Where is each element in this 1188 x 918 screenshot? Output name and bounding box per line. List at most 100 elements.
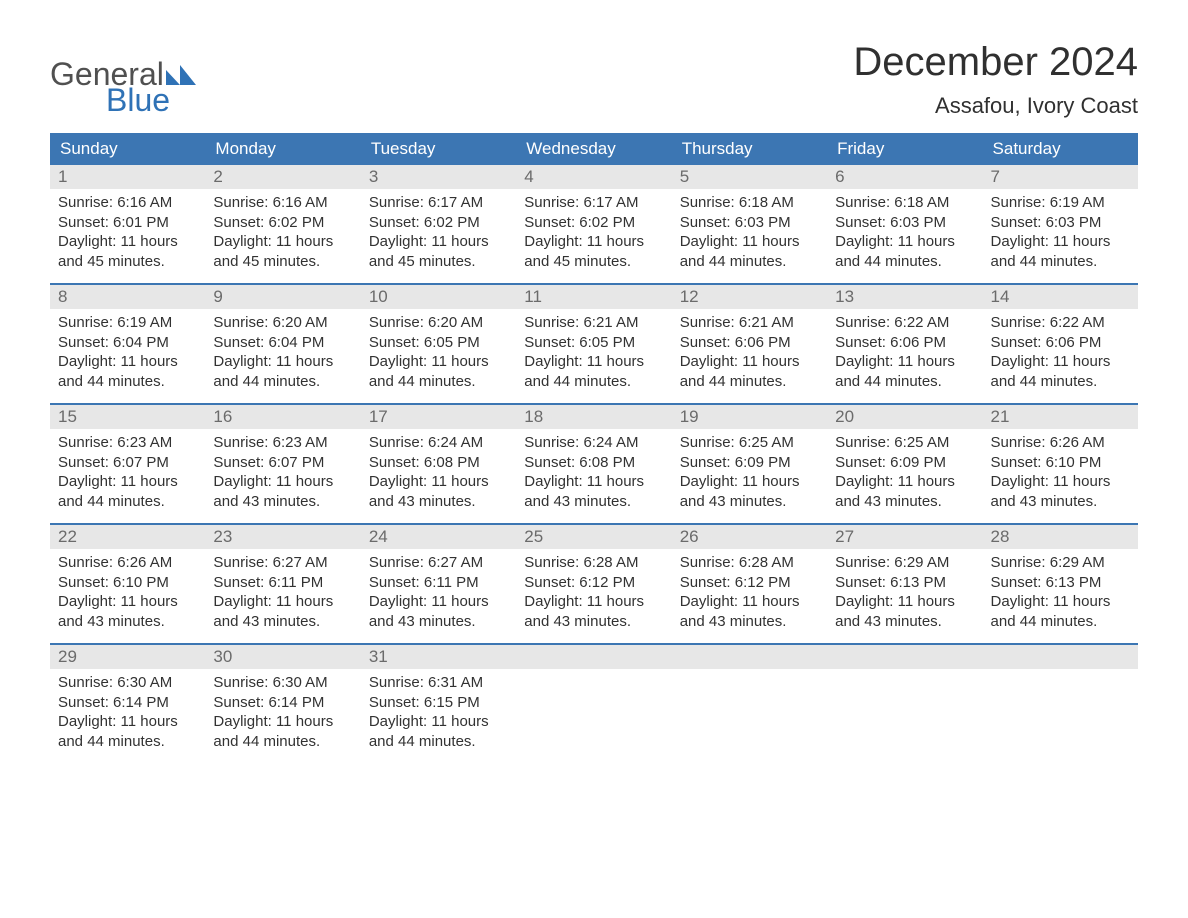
day-number: 27 — [827, 525, 982, 549]
sunrise-line: Sunrise: 6:31 AM — [369, 673, 508, 693]
day-body: Sunrise: 6:17 AMSunset: 6:02 PMDaylight:… — [516, 189, 671, 271]
sunset-line: Sunset: 6:11 PM — [213, 573, 352, 593]
sunset-line: Sunset: 6:07 PM — [213, 453, 352, 473]
daylight-line-1: Daylight: 11 hours — [835, 472, 974, 492]
day-cell: 17Sunrise: 6:24 AMSunset: 6:08 PMDayligh… — [361, 405, 516, 521]
day-cell: 18Sunrise: 6:24 AMSunset: 6:08 PMDayligh… — [516, 405, 671, 521]
day-number: 16 — [205, 405, 360, 429]
sunset-line: Sunset: 6:08 PM — [524, 453, 663, 473]
weekday-saturday: Saturday — [983, 133, 1138, 165]
day-number: 6 — [827, 165, 982, 189]
daylight-line-2: and 44 minutes. — [369, 732, 508, 752]
day-cell: 29Sunrise: 6:30 AMSunset: 6:14 PMDayligh… — [50, 645, 205, 761]
daylight-line-1: Daylight: 11 hours — [58, 472, 197, 492]
day-body: Sunrise: 6:22 AMSunset: 6:06 PMDaylight:… — [983, 309, 1138, 391]
weekday-thursday: Thursday — [672, 133, 827, 165]
daylight-line-1: Daylight: 11 hours — [369, 712, 508, 732]
week-row: 1Sunrise: 6:16 AMSunset: 6:01 PMDaylight… — [50, 165, 1138, 281]
daylight-line-2: and 44 minutes. — [213, 732, 352, 752]
day-body: Sunrise: 6:18 AMSunset: 6:03 PMDaylight:… — [672, 189, 827, 271]
daylight-line-1: Daylight: 11 hours — [524, 352, 663, 372]
weekday-monday: Monday — [205, 133, 360, 165]
daylight-line-2: and 43 minutes. — [369, 492, 508, 512]
day-number: 12 — [672, 285, 827, 309]
day-number: 25 — [516, 525, 671, 549]
day-cell: 6Sunrise: 6:18 AMSunset: 6:03 PMDaylight… — [827, 165, 982, 281]
month-title: December 2024 — [853, 40, 1138, 85]
daylight-line-1: Daylight: 11 hours — [369, 232, 508, 252]
empty-day-cell — [672, 645, 827, 761]
sunset-line: Sunset: 6:09 PM — [680, 453, 819, 473]
sunset-line: Sunset: 6:09 PM — [835, 453, 974, 473]
sunset-line: Sunset: 6:10 PM — [991, 453, 1130, 473]
week-row: 22Sunrise: 6:26 AMSunset: 6:10 PMDayligh… — [50, 523, 1138, 641]
daylight-line-1: Daylight: 11 hours — [991, 232, 1130, 252]
sunrise-line: Sunrise: 6:30 AM — [213, 673, 352, 693]
day-body: Sunrise: 6:19 AMSunset: 6:03 PMDaylight:… — [983, 189, 1138, 271]
logo-text-blue: Blue — [106, 84, 196, 116]
day-cell: 11Sunrise: 6:21 AMSunset: 6:05 PMDayligh… — [516, 285, 671, 401]
daylight-line-1: Daylight: 11 hours — [213, 352, 352, 372]
daylight-line-2: and 44 minutes. — [835, 252, 974, 272]
day-body: Sunrise: 6:21 AMSunset: 6:05 PMDaylight:… — [516, 309, 671, 391]
sunset-line: Sunset: 6:02 PM — [369, 213, 508, 233]
day-cell: 16Sunrise: 6:23 AMSunset: 6:07 PMDayligh… — [205, 405, 360, 521]
day-cell: 21Sunrise: 6:26 AMSunset: 6:10 PMDayligh… — [983, 405, 1138, 521]
day-body: Sunrise: 6:20 AMSunset: 6:05 PMDaylight:… — [361, 309, 516, 391]
empty-day-number — [516, 645, 671, 669]
day-number: 29 — [50, 645, 205, 669]
day-cell: 5Sunrise: 6:18 AMSunset: 6:03 PMDaylight… — [672, 165, 827, 281]
sunrise-line: Sunrise: 6:19 AM — [991, 193, 1130, 213]
day-number: 19 — [672, 405, 827, 429]
daylight-line-2: and 43 minutes. — [835, 492, 974, 512]
day-cell: 1Sunrise: 6:16 AMSunset: 6:01 PMDaylight… — [50, 165, 205, 281]
daylight-line-2: and 44 minutes. — [58, 732, 197, 752]
sunrise-line: Sunrise: 6:24 AM — [369, 433, 508, 453]
daylight-line-1: Daylight: 11 hours — [213, 592, 352, 612]
sunset-line: Sunset: 6:10 PM — [58, 573, 197, 593]
weekday-header-row: SundayMondayTuesdayWednesdayThursdayFrid… — [50, 133, 1138, 165]
sunset-line: Sunset: 6:06 PM — [991, 333, 1130, 353]
day-cell: 3Sunrise: 6:17 AMSunset: 6:02 PMDaylight… — [361, 165, 516, 281]
daylight-line-2: and 45 minutes. — [524, 252, 663, 272]
sunrise-line: Sunrise: 6:25 AM — [835, 433, 974, 453]
day-body: Sunrise: 6:23 AMSunset: 6:07 PMDaylight:… — [205, 429, 360, 511]
daylight-line-1: Daylight: 11 hours — [991, 352, 1130, 372]
day-number: 10 — [361, 285, 516, 309]
sunrise-line: Sunrise: 6:19 AM — [58, 313, 197, 333]
sunrise-line: Sunrise: 6:23 AM — [58, 433, 197, 453]
daylight-line-2: and 45 minutes. — [213, 252, 352, 272]
day-body: Sunrise: 6:28 AMSunset: 6:12 PMDaylight:… — [672, 549, 827, 631]
sunset-line: Sunset: 6:05 PM — [369, 333, 508, 353]
sunset-line: Sunset: 6:07 PM — [58, 453, 197, 473]
day-cell: 26Sunrise: 6:28 AMSunset: 6:12 PMDayligh… — [672, 525, 827, 641]
day-number: 3 — [361, 165, 516, 189]
day-body: Sunrise: 6:29 AMSunset: 6:13 PMDaylight:… — [827, 549, 982, 631]
daylight-line-1: Daylight: 11 hours — [524, 232, 663, 252]
day-number: 26 — [672, 525, 827, 549]
daylight-line-2: and 44 minutes. — [991, 252, 1130, 272]
day-body: Sunrise: 6:25 AMSunset: 6:09 PMDaylight:… — [672, 429, 827, 511]
weekday-friday: Friday — [827, 133, 982, 165]
day-number: 4 — [516, 165, 671, 189]
day-body: Sunrise: 6:26 AMSunset: 6:10 PMDaylight:… — [50, 549, 205, 631]
sunset-line: Sunset: 6:04 PM — [58, 333, 197, 353]
day-body: Sunrise: 6:27 AMSunset: 6:11 PMDaylight:… — [361, 549, 516, 631]
day-cell: 7Sunrise: 6:19 AMSunset: 6:03 PMDaylight… — [983, 165, 1138, 281]
day-number: 2 — [205, 165, 360, 189]
day-number: 7 — [983, 165, 1138, 189]
sunrise-line: Sunrise: 6:18 AM — [835, 193, 974, 213]
sunrise-line: Sunrise: 6:20 AM — [213, 313, 352, 333]
sunset-line: Sunset: 6:03 PM — [680, 213, 819, 233]
weekday-sunday: Sunday — [50, 133, 205, 165]
sunset-line: Sunset: 6:13 PM — [835, 573, 974, 593]
sunset-line: Sunset: 6:14 PM — [58, 693, 197, 713]
day-number: 5 — [672, 165, 827, 189]
sunrise-line: Sunrise: 6:23 AM — [213, 433, 352, 453]
daylight-line-2: and 43 minutes. — [369, 612, 508, 632]
sunset-line: Sunset: 6:01 PM — [58, 213, 197, 233]
daylight-line-1: Daylight: 11 hours — [58, 592, 197, 612]
logo-shape-icon — [166, 65, 196, 85]
day-cell: 10Sunrise: 6:20 AMSunset: 6:05 PMDayligh… — [361, 285, 516, 401]
day-body: Sunrise: 6:20 AMSunset: 6:04 PMDaylight:… — [205, 309, 360, 391]
